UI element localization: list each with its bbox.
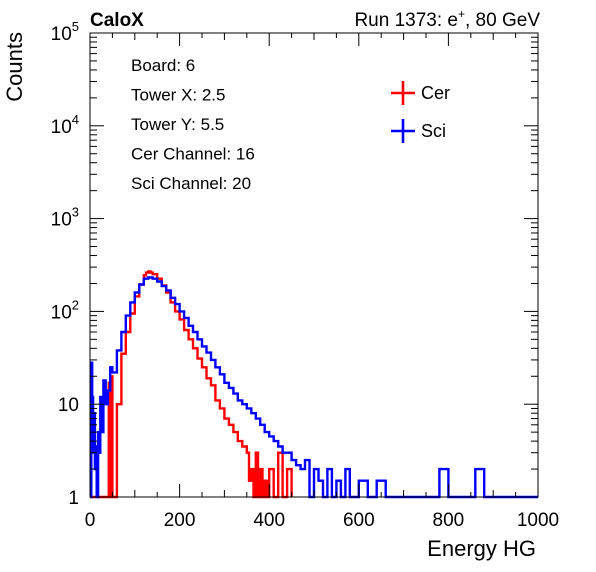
legend-entry-sci: Sci xyxy=(391,119,446,143)
x-tick-label: 400 xyxy=(253,510,285,531)
axis-tick-labels: 0 200 400 600 800 1000 1 10 102 103 104 105 xyxy=(51,19,560,531)
run-suffix: , 80 GeV xyxy=(465,10,540,31)
info-board: Board: 6 xyxy=(131,56,195,75)
x-tick-label: 0 xyxy=(85,510,96,531)
x-tick-label: 600 xyxy=(343,510,375,531)
x-tick-label: 1000 xyxy=(517,510,559,531)
run-prefix: Run 1373: e xyxy=(354,10,458,31)
x-tick-label: 800 xyxy=(433,510,465,531)
series-line-cer xyxy=(90,270,293,499)
info-sci-channel: Sci Channel: 20 xyxy=(131,174,251,193)
info-box: Board: 6 Tower X: 2.5 Tower Y: 5.5 Cer Chan… xyxy=(131,56,255,193)
brand-label: CaloX xyxy=(90,10,144,31)
series-layer xyxy=(90,270,538,499)
x-axis-title: Energy HG xyxy=(427,536,536,561)
series-sci xyxy=(90,276,538,499)
y-tick-label: 1 xyxy=(68,488,79,509)
y-tick-label: 104 xyxy=(51,112,79,138)
run-label: Run 1373: e+, 80 GeV xyxy=(354,7,540,31)
series-line-sci xyxy=(90,276,538,499)
legend-entry-cer: Cer xyxy=(391,81,450,105)
info-tower-x: Tower X: 2.5 xyxy=(131,86,226,105)
legend: Cer Sci xyxy=(391,81,450,143)
info-cer-channel: Cer Channel: 16 xyxy=(131,145,255,164)
y-tick-label: 10 xyxy=(58,395,79,416)
y-tick-label: 103 xyxy=(51,205,79,231)
series-cer xyxy=(90,270,293,499)
y-axis-title: Counts xyxy=(2,32,27,102)
y-tick-label: 102 xyxy=(51,297,79,323)
legend-label: Cer xyxy=(421,83,450,103)
run-superscript: + xyxy=(458,7,465,21)
plot-frame xyxy=(89,32,539,498)
info-tower-y: Tower Y: 5.5 xyxy=(131,115,224,134)
x-tick-label: 200 xyxy=(164,510,196,531)
y-tick-label: 105 xyxy=(51,19,79,45)
legend-label: Sci xyxy=(421,121,446,141)
